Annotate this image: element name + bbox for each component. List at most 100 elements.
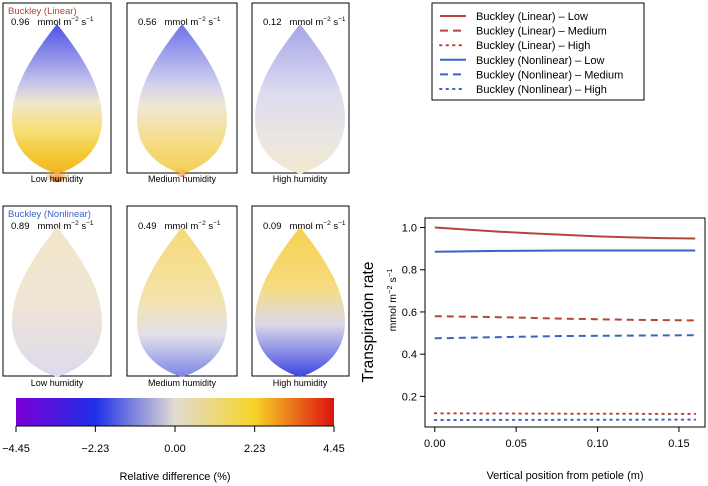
legend-entry: Buckley (Linear) – Medium [440, 26, 607, 38]
legend-label: Buckley (Nonlinear) – High [476, 84, 607, 96]
panel-linear-high: 0.12 mmol m−2 s−1 High humidity [251, 2, 350, 184]
y-tick-label: 0.4 [402, 349, 417, 361]
humidity-caption: Medium humidity [148, 378, 217, 388]
panel-value-number: 0.89 [11, 221, 30, 232]
panel-value-unit: mmol m [290, 17, 324, 28]
x-tick-label: 0.00 [424, 438, 445, 450]
panel-value: 0.09 mmol m−2 s−1 [263, 220, 346, 232]
panel-value-unit: mmol m [38, 221, 72, 232]
legend-label: Buckley (Nonlinear) – Low [476, 55, 604, 67]
colorbar-label: Relative difference (%) [119, 471, 230, 483]
unit-exponent: −1 [213, 220, 221, 227]
panel-value-unit: mmol m [165, 17, 199, 28]
colorbar-ticks: −4.45 −2.23 0.00 2.23 4.45 [2, 426, 345, 455]
plot-frame [424, 217, 706, 428]
humidity-caption: High humidity [273, 174, 328, 184]
panel-value-number: 0.96 [11, 17, 30, 28]
legend-entry: Buckley (Linear) – Low [440, 11, 588, 23]
colorbar-tick-label: −4.45 [2, 443, 30, 455]
unit-seconds: s [331, 221, 339, 232]
panel-nonlinear-medium: 0.49 mmol m−2 s−1 Medium humidity [126, 205, 238, 388]
panel-value-number: 0.09 [263, 221, 282, 232]
unit-seconds: s [206, 17, 214, 28]
panel-nonlinear-high: 0.09 mmol m−2 s−1 High humidity [251, 205, 350, 388]
y-unit-exponent: −2 [385, 285, 394, 294]
legend-items: Buckley (Linear) – Low Buckley (Linear) –… [439, 11, 623, 96]
humidity-caption: Low humidity [31, 378, 84, 388]
unit-exponent: −1 [86, 16, 94, 23]
panel-value: 0.49 mmol m−2 s−1 [138, 220, 221, 232]
unit-exponent: −1 [338, 16, 346, 23]
legend-box [431, 2, 645, 101]
y-tick-label: 1.0 [402, 223, 417, 235]
unit-exponent: −2 [71, 16, 79, 23]
panel-value-number: 0.12 [263, 17, 282, 28]
unit-exponent: −1 [213, 16, 221, 23]
panel-value-unit: mmol m [290, 221, 324, 232]
chart-series [433, 226, 697, 421]
panel-value-number: 0.56 [138, 17, 157, 28]
unit-seconds: s [79, 221, 87, 232]
series-line-1 [434, 226, 696, 240]
colorbar-tick-label: 0.00 [164, 443, 185, 455]
series-line-5 [434, 334, 696, 340]
unit-exponent: −2 [198, 220, 206, 227]
legend: Buckley (Linear) – Low Buckley (Linear) –… [431, 2, 645, 101]
legend-label: Buckley (Linear) – Medium [476, 26, 607, 38]
humidity-caption: Medium humidity [148, 174, 217, 184]
humidity-caption: High humidity [273, 378, 328, 388]
panel-value-unit: mmol m [38, 17, 72, 28]
panel-value: 0.96 mmol m−2 s−1 [11, 16, 94, 28]
y-axis-unit: mmol m−2 s−1 [385, 269, 399, 332]
unit-exponent: −2 [323, 16, 331, 23]
chart-ticks: 0.2 0.4 0.6 0.8 1.0 0.00 0.05 0.10 0.15 [402, 223, 690, 451]
leaf-base-hotspot [173, 157, 191, 177]
legend-entry: Buckley (Nonlinear) – High [439, 84, 607, 96]
panel-value-number: 0.49 [138, 221, 157, 232]
y-unit-exponent: −1 [385, 269, 394, 278]
legend-entry: Buckley (Nonlinear) – Low [440, 55, 604, 67]
colorbar-tick-label: −2.23 [81, 443, 109, 455]
x-tick-label: 0.15 [668, 438, 689, 450]
unit-seconds: s [331, 17, 339, 28]
legend-entry: Buckley (Linear) – High [439, 40, 590, 52]
leaf-panels: Buckley (Linear) 0.96 mmol m−2 s−1 Low hu… [2, 2, 350, 388]
x-axis-title: Vertical position from petiole (m) [486, 470, 643, 482]
unit-exponent: −1 [86, 220, 94, 227]
series-line-2 [434, 315, 696, 322]
series-line-3 [433, 412, 697, 415]
leaf-base-hotspot [43, 150, 71, 182]
unit-exponent: −2 [198, 16, 206, 23]
x-tick-label: 0.10 [587, 438, 608, 450]
colorbar-tick-label: 4.45 [323, 443, 344, 455]
colorbar-tick-label: 2.23 [244, 443, 265, 455]
panel-linear-medium: 0.56 mmol m−2 s−1 Medium humidity [126, 2, 238, 184]
y-tick-label: 0.6 [402, 307, 417, 319]
line-chart: 0.2 0.4 0.6 0.8 1.0 0.00 0.05 0.10 0.15 Transpir… [360, 217, 706, 482]
colorbar: −4.45 −2.23 0.00 2.23 4.45 Relative differen… [2, 398, 345, 483]
panel-linear-low: Buckley (Linear) 0.96 mmol m−2 s−1 Low hu… [2, 2, 112, 184]
panel-nonlinear-low: Buckley (Nonlinear) 0.89 mmol m−2 s−1 Low… [2, 205, 112, 388]
humidity-caption: Low humidity [31, 174, 84, 184]
y-tick-label: 0.2 [402, 391, 417, 403]
panel-value-unit: mmol m [165, 221, 199, 232]
legend-label: Buckley (Nonlinear) – Medium [476, 69, 623, 81]
legend-label: Buckley (Linear) – Low [476, 11, 588, 23]
y-unit-seconds: s [387, 277, 399, 285]
panel-value: 0.89 mmol m−2 s−1 [11, 220, 94, 232]
panel-value: 0.56 mmol m−2 s−1 [138, 16, 221, 28]
x-tick-label: 0.05 [505, 438, 526, 450]
series-line-4 [434, 249, 696, 253]
unit-exponent: −2 [323, 220, 331, 227]
colorbar-gradient [16, 398, 334, 426]
unit-exponent: −1 [338, 220, 346, 227]
panel-value: 0.12 mmol m−2 s−1 [263, 16, 346, 28]
legend-entry: Buckley (Nonlinear) – Medium [440, 69, 623, 81]
unit-exponent: −2 [71, 220, 79, 227]
y-tick-label: 0.8 [402, 265, 417, 277]
model-label: Buckley (Nonlinear) [8, 209, 91, 220]
unit-seconds: s [206, 221, 214, 232]
y-axis-title: Transpiration rate [360, 262, 377, 383]
unit-seconds: s [79, 17, 87, 28]
